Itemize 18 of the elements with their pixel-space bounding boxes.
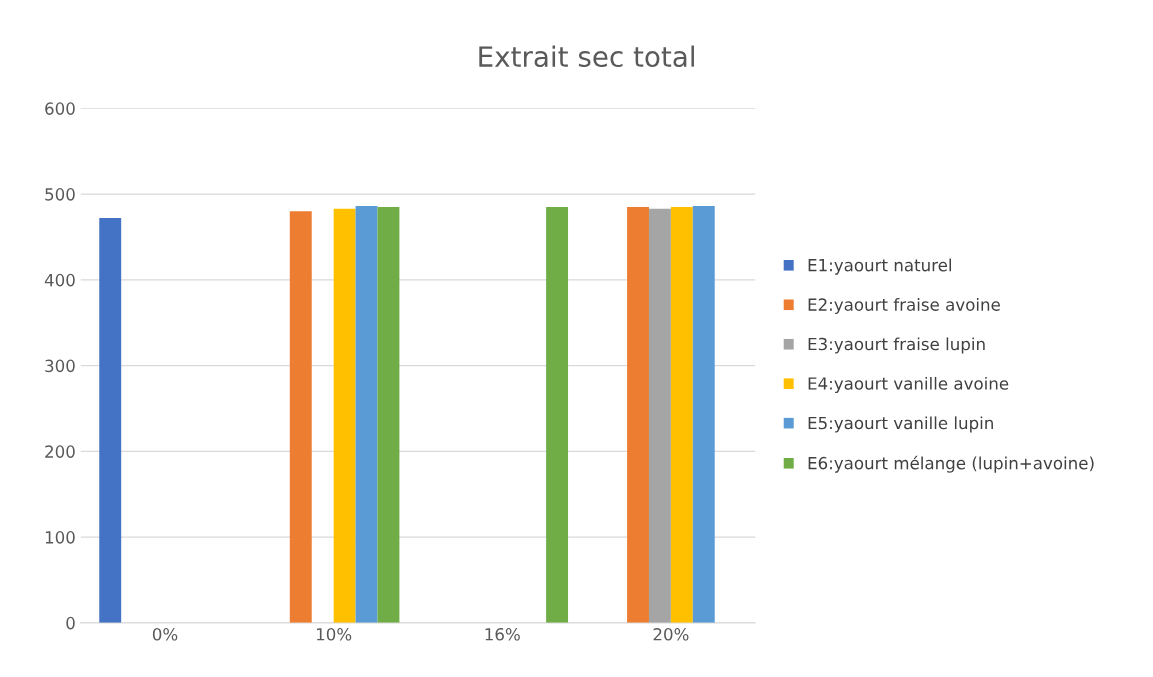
legend-label: E6:yaourt mélange (lupin+avoine) <box>808 455 1094 473</box>
y-tick-label: 0 <box>66 616 75 630</box>
legend-label: E3:yaourt fraise lupin <box>808 337 985 354</box>
legend-label: E4:yaourt vanille avoine <box>808 376 1009 394</box>
x-tick-label: 20% <box>653 628 689 641</box>
x-tick-label: 16% <box>485 628 520 641</box>
legend-label: E2:yaourt fraise avoine <box>808 297 1000 315</box>
x-tick-label: 10% <box>316 628 352 641</box>
legend-label: E1:yaourt naturel <box>808 258 951 275</box>
legend-label: E5:yaourt vanille lupin <box>808 416 993 433</box>
y-tick-label: 200 <box>45 445 75 458</box>
y-tick-label: 100 <box>45 531 75 544</box>
chart-title: Extrait sec total <box>479 45 694 68</box>
y-tick-label: 400 <box>44 273 75 287</box>
y-tick-label: 300 <box>45 359 75 373</box>
y-tick-label: 600 <box>45 102 75 115</box>
x-tick-label: 0% <box>152 628 178 641</box>
y-tick-label: 500 <box>45 188 75 201</box>
